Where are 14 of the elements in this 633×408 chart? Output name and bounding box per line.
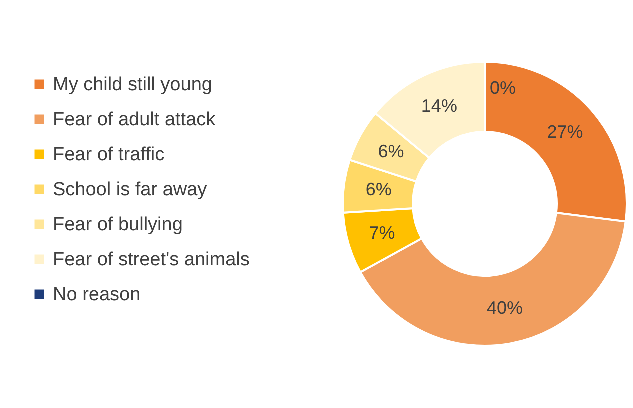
legend-label: Fear of adult attack [53, 110, 216, 130]
data-label: 14% [421, 96, 458, 116]
legend-label: Fear of bullying [53, 214, 183, 236]
legend-label: Fear of traffic [53, 144, 165, 166]
legend-label: Fear of street's animals [53, 250, 250, 270]
data-label: 27% [547, 122, 584, 142]
data-label: 40% [487, 298, 524, 318]
legend-label: My child still young [53, 74, 212, 96]
legend-label: School is far away [53, 180, 208, 200]
data-label: 6% [378, 141, 404, 162]
data-label: 7% [369, 222, 396, 243]
text: 0% [490, 78, 516, 98]
legend-label: No reason [53, 284, 141, 306]
data-label: 6% [366, 180, 392, 200]
